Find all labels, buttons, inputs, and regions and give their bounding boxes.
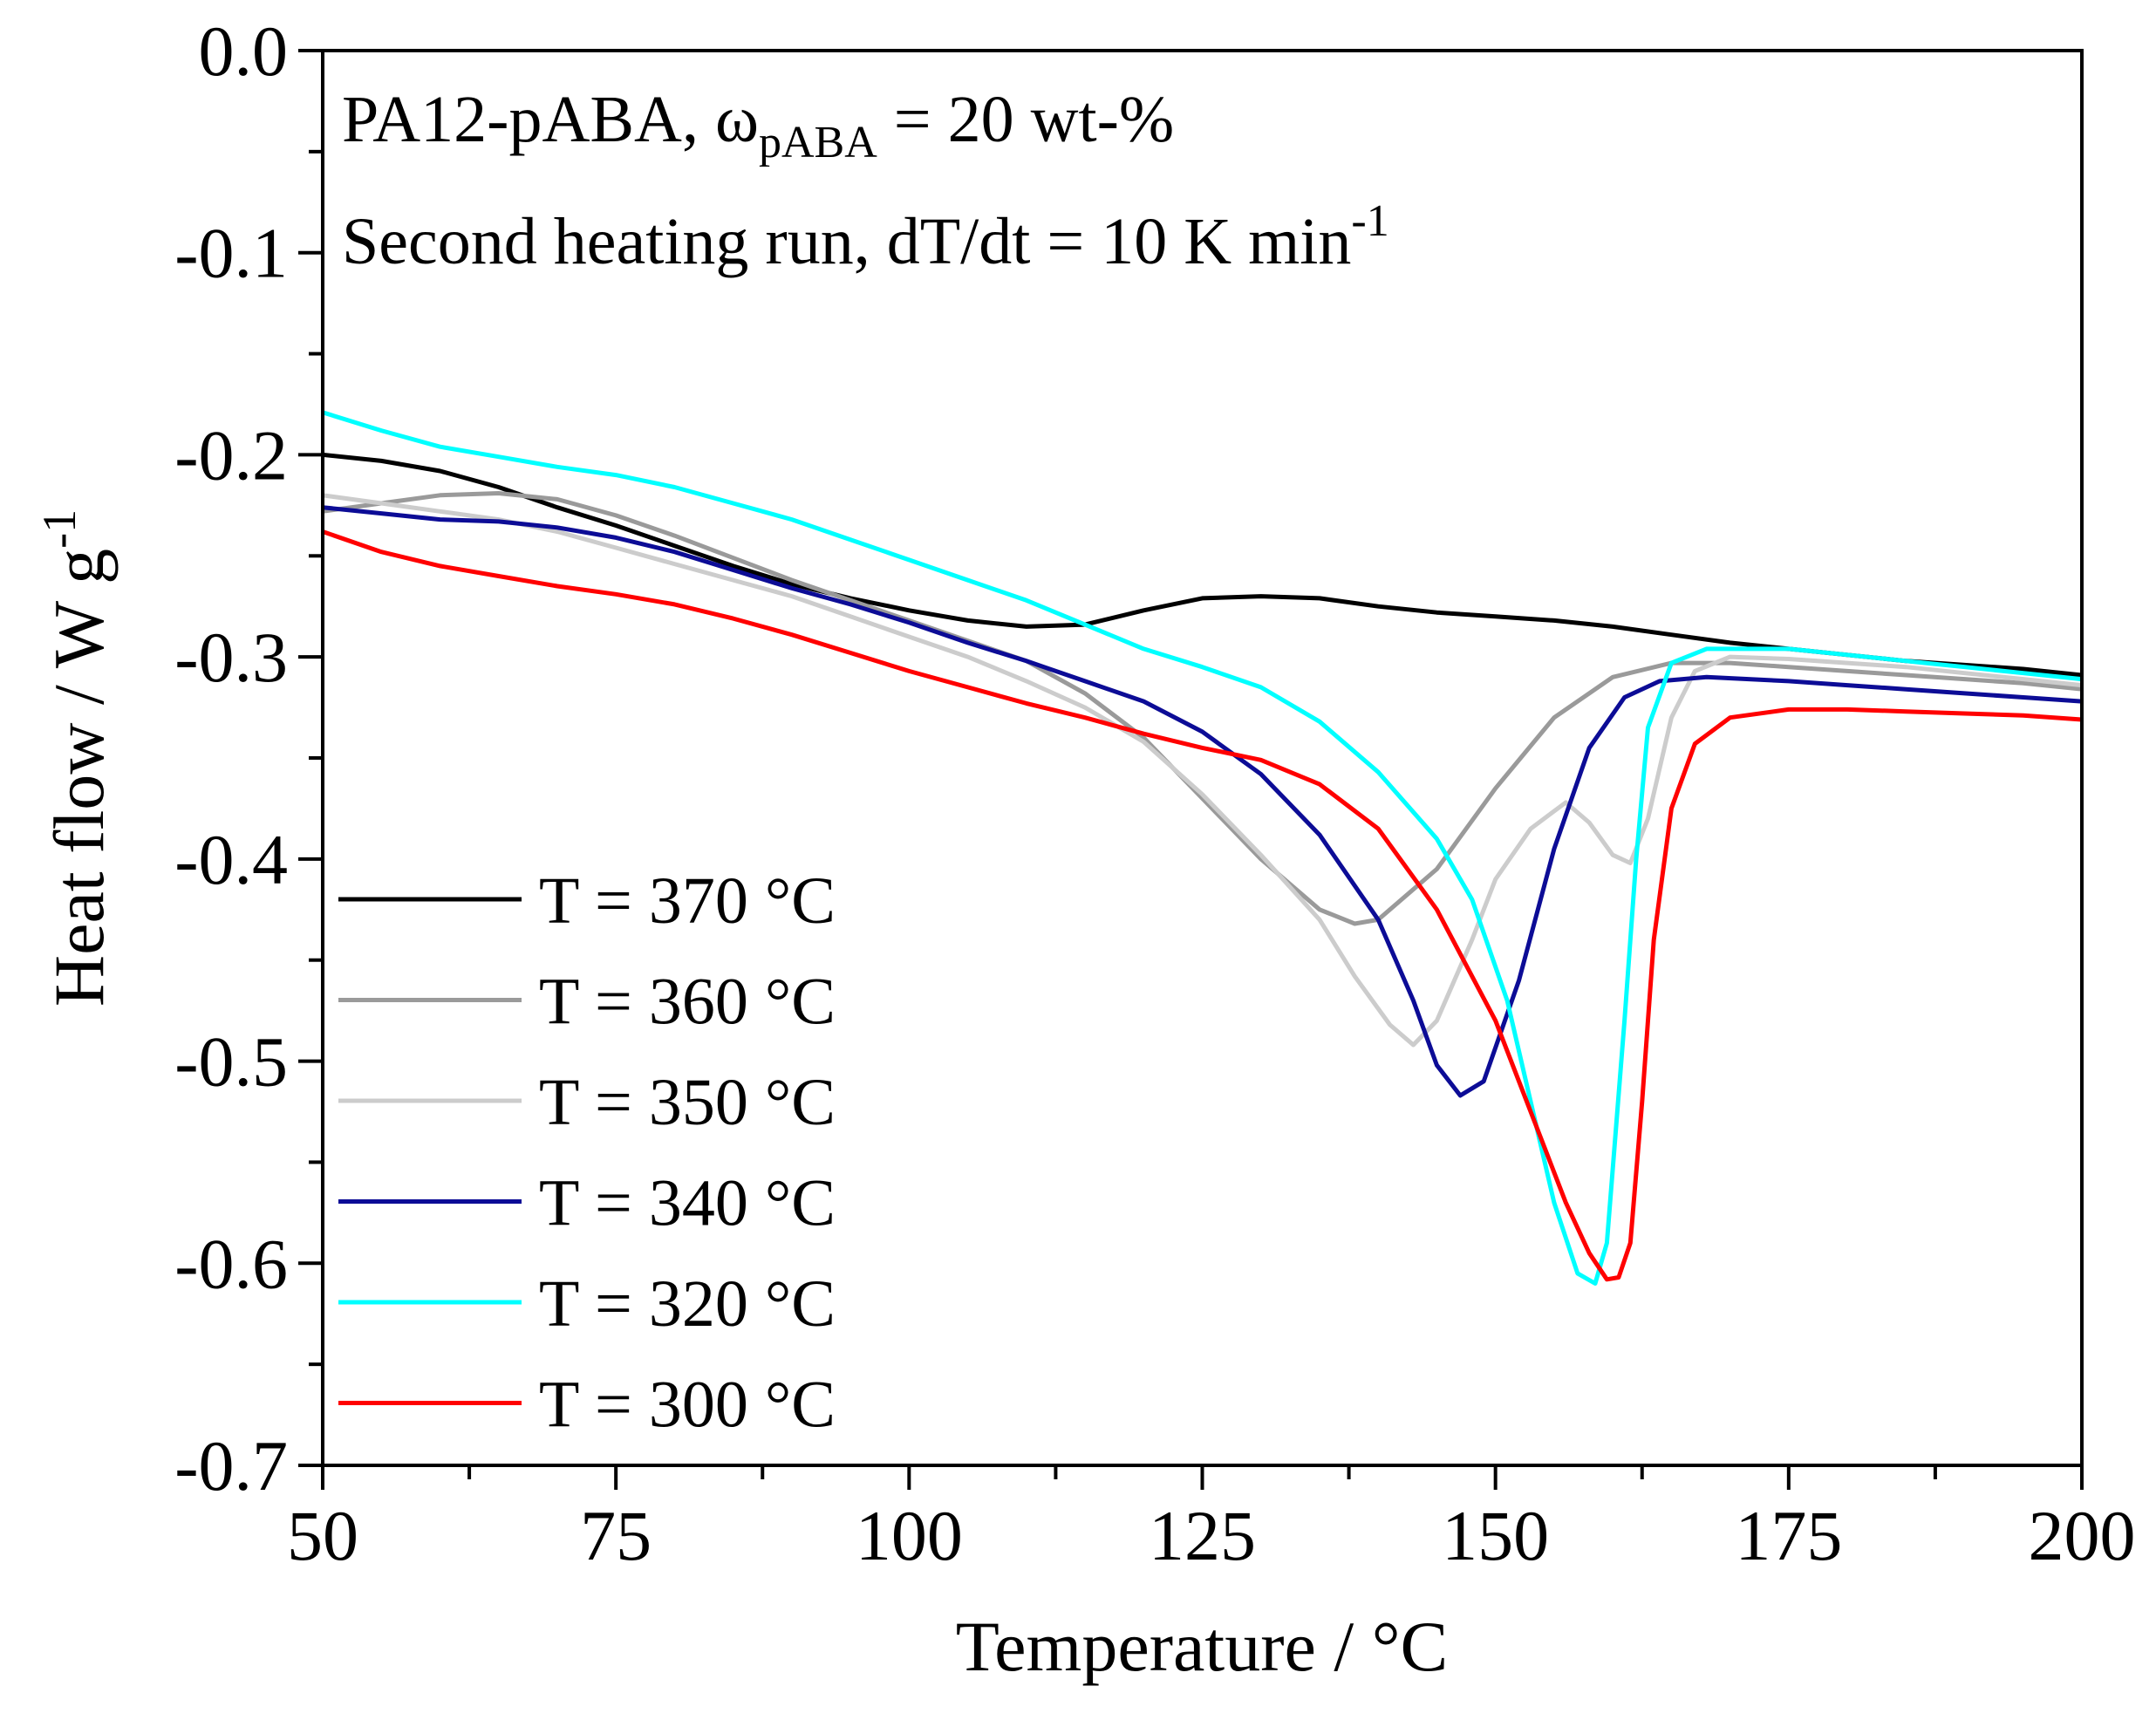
legend-label: T = 300 °C [539, 1369, 836, 1442]
x-tick-label: 100 [856, 1496, 963, 1575]
y-tick-label: -0.6 [174, 1224, 288, 1303]
series-line-360 [323, 491, 2082, 926]
heating-run-annotation: Second heating run, dT/dt = 10 K min-1 [342, 196, 1389, 278]
x-axis: 50 75 100 125 150 175 200 [287, 1465, 2136, 1575]
y-tick-label: -0.5 [174, 1022, 288, 1102]
series-line-370 [323, 452, 2082, 678]
x-tick-label: 175 [1735, 1496, 1842, 1575]
y-axis: 0.0 -0.1 -0.2 -0.3 -0.4 -0.5 -0.6 -0.7 [174, 11, 323, 1505]
x-tick-label: 200 [2029, 1496, 2136, 1575]
legend-label: T = 340 °C [539, 1167, 836, 1240]
legend-label: T = 320 °C [539, 1267, 836, 1341]
x-tick-label: 150 [1442, 1496, 1549, 1575]
y-tick-label: -0.7 [174, 1426, 288, 1505]
y-tick-label: -0.4 [174, 820, 288, 899]
y-axis-title: Heat flow / W g-1 [33, 509, 119, 1007]
x-tick-label: 125 [1149, 1496, 1256, 1575]
sample-annotation: PA12-pABA, ωpABA = 20 wt-% [342, 83, 1174, 167]
legend-label: T = 370 °C [539, 864, 836, 938]
legend-label: T = 360 °C [539, 966, 836, 1039]
legend: T = 370 °C T = 360 °C T = 350 °C T = 340 °C… [338, 864, 836, 1442]
x-axis-title: Temperature / °C [956, 1607, 1448, 1686]
x-tick-label: 75 [580, 1496, 652, 1575]
legend-label: T = 350 °C [539, 1066, 836, 1139]
series-line-340 [323, 505, 2082, 1098]
x-tick-label: 50 [287, 1496, 358, 1575]
y-tick-label: 0.0 [199, 11, 289, 91]
y-tick-label: -0.1 [174, 214, 288, 293]
series-line-320 [323, 410, 2082, 1286]
y-tick-label: -0.2 [174, 415, 288, 495]
series-line-350 [323, 493, 2082, 1048]
series-layer [323, 410, 2082, 1286]
y-tick-label: -0.3 [174, 618, 288, 697]
series-line-300 [323, 529, 2082, 1282]
